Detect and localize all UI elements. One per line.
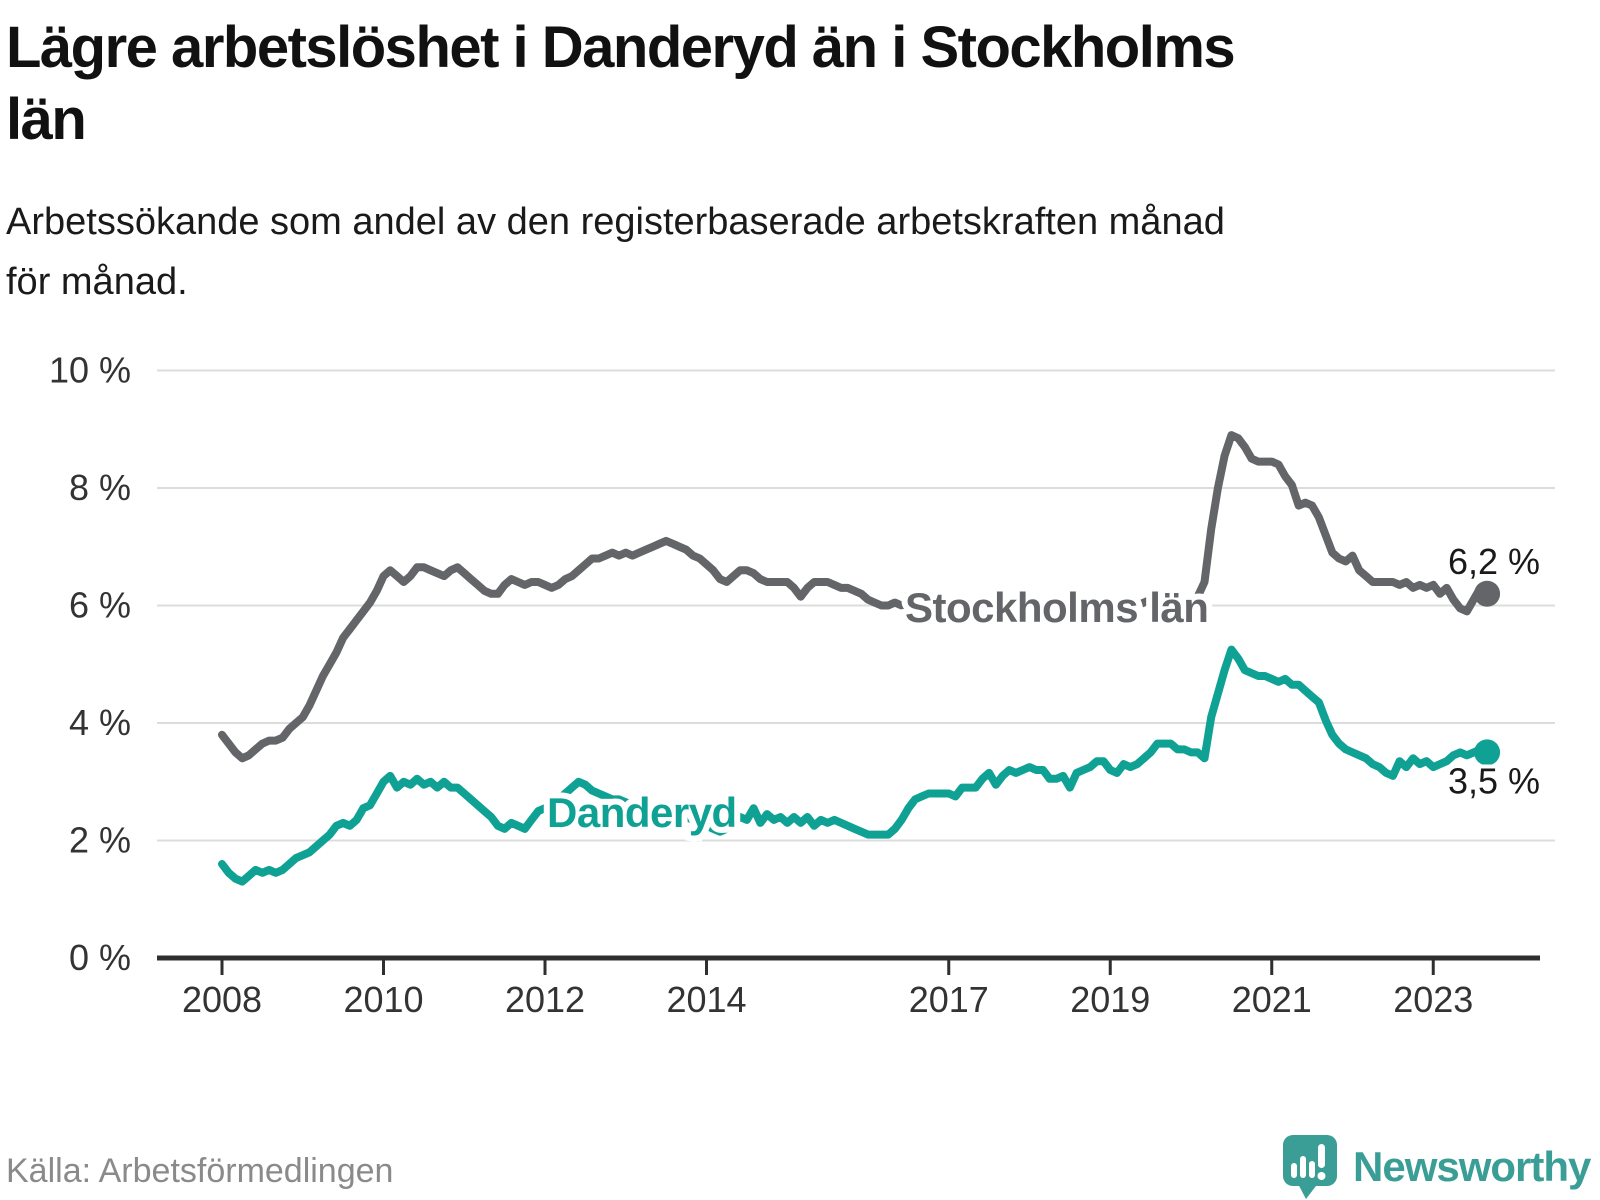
x-tick-label-2010: 2010 xyxy=(343,979,423,1020)
x-tick-label-2019: 2019 xyxy=(1070,979,1150,1020)
y-tick-label-4: 4 % xyxy=(69,702,131,743)
x-tick-label-2008: 2008 xyxy=(182,979,262,1020)
y-tick-label-6: 6 % xyxy=(69,585,131,626)
x-tick-label-2023: 2023 xyxy=(1393,979,1473,1020)
series-label-danderyd: Danderyd xyxy=(547,789,737,836)
x-tick-label-2014: 2014 xyxy=(666,979,746,1020)
x-tick-label-2017: 2017 xyxy=(909,979,989,1020)
series-end-dot-danderyd xyxy=(1474,739,1501,766)
x-tick-label-2012: 2012 xyxy=(505,979,585,1020)
series-end-dot-stockholms-l-n xyxy=(1474,580,1501,607)
source-note: Källa: Arbetsförmedlingen xyxy=(6,1152,394,1190)
chart-subtitle: Arbetssökande som andel av den registerb… xyxy=(6,201,1225,303)
series-label-stockholms-l-n: Stockholms län xyxy=(905,584,1208,631)
speech-bubble-bar-chart-icon xyxy=(1283,1135,1337,1199)
brand-logo: Newsworthy xyxy=(1282,1134,1591,1200)
series-end-value-stockholms-l-n: 6,2 % xyxy=(1448,541,1540,582)
page-title: Lägre arbetslöshet i Danderyd än i Stock… xyxy=(6,15,1236,152)
y-tick-label-0: 0 % xyxy=(69,937,131,978)
y-tick-label-10: 10 % xyxy=(49,350,131,391)
series-line-danderyd xyxy=(218,645,1492,886)
series-end-value-danderyd: 3,5 % xyxy=(1448,760,1540,801)
series-line-stockholms-l-n xyxy=(218,431,1492,763)
x-tick-label-2021: 2021 xyxy=(1232,979,1312,1020)
y-tick-label-2: 2 % xyxy=(69,820,131,861)
brand-name: Newsworthy xyxy=(1353,1143,1591,1190)
line-chart: 0 % 2 % 4 % 6 % 8 % 10 % 2008 2010 2012 2014 2017 2… xyxy=(49,350,1555,1020)
y-tick-label-8: 8 % xyxy=(69,467,131,508)
